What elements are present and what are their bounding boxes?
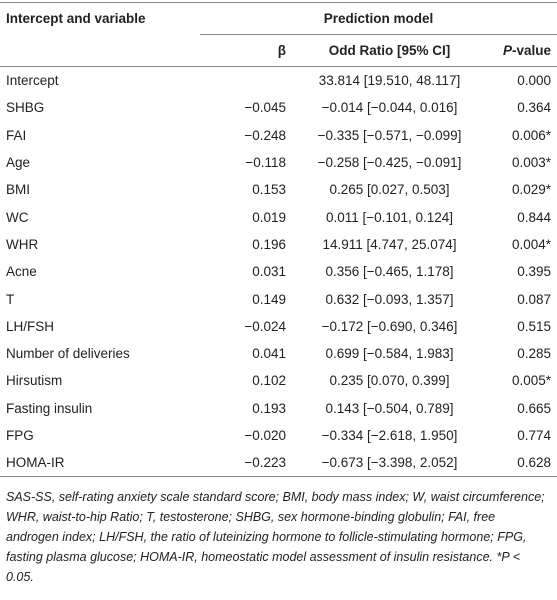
table-cell: 33.814 [19.510, 48.117] bbox=[318, 73, 461, 89]
table-cell: Age bbox=[6, 155, 31, 171]
table-cell: 0.265 [0.027, 0.503] bbox=[329, 182, 450, 198]
table-row: WHR 0.196 14.911 [4.747, 25.074] 0.004* bbox=[0, 231, 557, 258]
header-cell: Prediction model bbox=[200, 2, 557, 35]
table-row: WC 0.019 0.011 [−0.101, 0.124] 0.844 bbox=[0, 203, 557, 230]
table-body: Intercept 33.814 [19.510, 48.117] 0.000 SHB… bbox=[0, 67, 557, 478]
table-row: FAI −0.248 −0.335 [−0.571, −0.099] 0.006* bbox=[0, 122, 557, 149]
table-cell: 0.193 bbox=[252, 400, 286, 416]
table-cell: 0.844 bbox=[517, 209, 551, 225]
header-italic: P bbox=[502, 43, 512, 58]
table-cell: 0.364 bbox=[517, 100, 551, 116]
table-cell: 0.041 bbox=[252, 346, 286, 362]
table-cell: −0.223 bbox=[200, 449, 304, 478]
table-cell: 0.011 [−0.101, 0.124] bbox=[326, 209, 453, 225]
table-cell: SHBG bbox=[6, 100, 45, 116]
table-cell: −0.014 [−0.044, 0.016] bbox=[321, 100, 458, 116]
table-cell: −0.258 [−0.425, −0.091] bbox=[317, 155, 462, 171]
table-row: Intercept 33.814 [19.510, 48.117] 0.000 bbox=[0, 67, 557, 95]
header-text: -value bbox=[511, 43, 551, 58]
table-cell: 0.235 [0.070, 0.399] bbox=[329, 373, 450, 389]
table-cell: −0.335 [−0.571, −0.099] bbox=[317, 127, 462, 143]
table-cell: −0.024 bbox=[244, 318, 286, 334]
table-cell: 0.143 [−0.504, 0.789] bbox=[325, 400, 454, 416]
table-row: BMI 0.153 0.265 [0.027, 0.503] 0.029* bbox=[0, 176, 557, 203]
table-cell: 0.004* bbox=[511, 236, 551, 252]
table-row: FPG −0.020 −0.334 [−2.618, 1.950] 0.774 bbox=[0, 422, 557, 449]
table-cell: 0.031 bbox=[252, 264, 286, 280]
table-cell: BMI bbox=[6, 182, 31, 198]
table-cell: −0.673 [−3.398, 2.052] bbox=[304, 449, 475, 478]
table-row: SHBG −0.045 −0.014 [−0.044, 0.016] 0.364 bbox=[0, 94, 557, 121]
table-cell: 0.029* bbox=[511, 182, 551, 198]
table-cell: 0.000 bbox=[517, 73, 551, 89]
table-cell: 0.196 bbox=[252, 236, 286, 252]
table-cell: T bbox=[6, 291, 15, 307]
table-cell bbox=[200, 67, 304, 95]
table-cell: 0.628 bbox=[475, 449, 557, 478]
table-cell: 0.003* bbox=[511, 155, 551, 171]
table-row: LH/FSH −0.024 −0.172 [−0.690, 0.346] 0.515 bbox=[0, 313, 557, 340]
table-cell: 0.699 [−0.584, 1.983] bbox=[325, 346, 454, 362]
table-cell: −0.248 bbox=[244, 127, 286, 143]
table-cell: WHR bbox=[6, 236, 39, 252]
header-cell: Intercept and variable bbox=[6, 11, 146, 27]
table-cell: −0.045 bbox=[244, 100, 286, 116]
header-cell bbox=[0, 34, 200, 67]
table-cell: 0.149 bbox=[252, 291, 286, 307]
table-row: Number of deliveries 0.041 0.699 [−0.584, … bbox=[0, 340, 557, 367]
header-cell: P-value bbox=[475, 34, 557, 67]
table-cell: 0.632 [−0.093, 1.357] bbox=[325, 291, 454, 307]
table-cell: −0.334 [−2.618, 1.950] bbox=[321, 428, 458, 443]
table-cell: 0.515 bbox=[517, 318, 551, 334]
table-row: T 0.149 0.632 [−0.093, 1.357] 0.087 bbox=[0, 285, 557, 312]
table-cell: Acne bbox=[6, 264, 37, 280]
table: Intercept and variable Prediction model … bbox=[0, 2, 557, 478]
table-cell: 0.102 bbox=[252, 373, 286, 389]
header-cell: Odd Ratio [95% CI] bbox=[304, 34, 475, 67]
table-cell: 0.774 bbox=[517, 428, 551, 443]
table-cell: 0.395 bbox=[517, 264, 551, 280]
table-cell: Hirsutism bbox=[6, 373, 63, 389]
table-cell: −0.172 [−0.690, 0.346] bbox=[321, 318, 458, 334]
table-cell: Fasting insulin bbox=[6, 400, 93, 416]
table-row: HOMA-IR −0.223 −0.673 [−3.398, 2.052] 0.628 bbox=[0, 449, 557, 478]
table-cell: 0.019 bbox=[252, 209, 286, 225]
table-cell: LH/FSH bbox=[6, 318, 55, 334]
table-cell: 0.006* bbox=[511, 127, 551, 143]
footnote: SAS-SS, self-rating anxiety scale standa… bbox=[6, 490, 545, 585]
table-row: Hirsutism 0.102 0.235 [0.070, 0.399] 0.005* bbox=[0, 367, 557, 394]
table-cell: 0.087 bbox=[517, 291, 551, 307]
table-cell: FAI bbox=[6, 127, 27, 143]
table-row: Acne 0.031 0.356 [−0.465, 1.178] 0.395 bbox=[0, 258, 557, 285]
table-cell: 0.356 [−0.465, 1.178] bbox=[325, 264, 454, 280]
table-cell: Intercept bbox=[6, 73, 59, 89]
table-row: Fasting insulin 0.193 0.143 [−0.504, 0.789… bbox=[0, 395, 557, 422]
table-cell: 0.665 bbox=[517, 400, 551, 416]
header-cell: β bbox=[200, 34, 304, 67]
table-cell: FPG bbox=[6, 428, 34, 443]
table-cell: HOMA-IR bbox=[0, 449, 200, 478]
table-cell: 14.911 [4.747, 25.074] bbox=[322, 236, 457, 252]
table-cell: Number of deliveries bbox=[6, 346, 130, 362]
table-cell: −0.118 bbox=[245, 155, 286, 171]
table-cell: 0.005* bbox=[511, 373, 551, 389]
table-cell: −0.020 bbox=[244, 428, 286, 443]
table-row: Age −0.118 −0.258 [−0.425, −0.091] 0.003* bbox=[0, 149, 557, 176]
table-cell: WC bbox=[6, 209, 29, 225]
table-cell: 0.285 bbox=[517, 346, 551, 362]
table-cell: 0.153 bbox=[252, 182, 286, 198]
